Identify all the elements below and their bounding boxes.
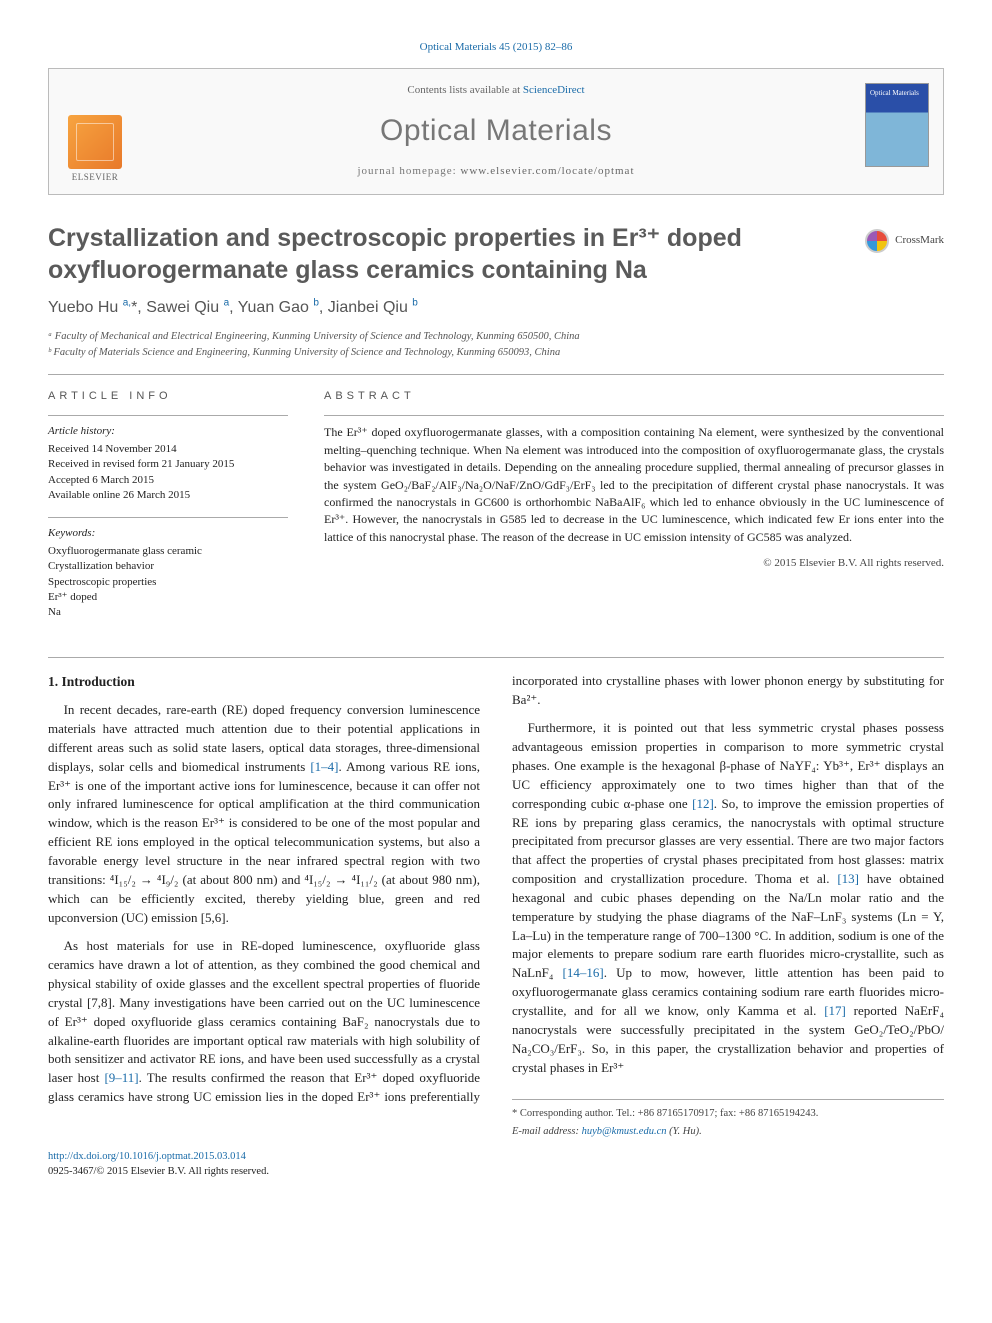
- publisher-logo: ELSEVIER: [63, 115, 127, 184]
- article-history-block: Article history: Received 14 November 20…: [48, 415, 288, 503]
- keyword: Spectroscopic properties: [48, 575, 288, 590]
- contents-available-line: Contents lists available at ScienceDirec…: [67, 83, 925, 99]
- abstract-copyright: © 2015 Elsevier B.V. All rights reserved…: [324, 556, 944, 572]
- keyword: Na: [48, 605, 288, 620]
- email-label: E-mail address:: [512, 1126, 582, 1137]
- sciencedirect-link[interactable]: ScienceDirect: [523, 84, 585, 96]
- article-info-column: ARTICLE INFO Article history: Received 1…: [48, 389, 288, 634]
- crossmark-badge[interactable]: CrossMark: [865, 229, 944, 253]
- history-line: Received in revised form 21 January 2015: [48, 457, 288, 472]
- email-link[interactable]: huyb@kmust.edu.cn: [582, 1126, 667, 1137]
- homepage-url[interactable]: www.elsevier.com/locate/optmat: [460, 165, 634, 177]
- article-info-heading: ARTICLE INFO: [48, 389, 288, 405]
- journal-name: Optical Materials: [67, 109, 925, 153]
- abstract-body: The Er³⁺ doped oxyfluorogermanate glasse…: [324, 415, 944, 546]
- abstract-column: ABSTRACT The Er³⁺ doped oxyfluorogermana…: [324, 389, 944, 634]
- article-title: Crystallization and spectroscopic proper…: [48, 223, 849, 286]
- body-paragraph: Furthermore, it is pointed out that less…: [512, 719, 944, 1077]
- history-line: Available online 26 March 2015: [48, 488, 288, 503]
- email-who: (Y. Hu).: [667, 1126, 702, 1137]
- history-line: Received 14 November 2014: [48, 442, 288, 457]
- journal-homepage-line: journal homepage: www.elsevier.com/locat…: [67, 164, 925, 180]
- journal-header-band: ELSEVIER Optical Materials Contents list…: [48, 68, 944, 195]
- crossmark-icon: [865, 229, 889, 253]
- rule: [48, 374, 944, 375]
- abstract-heading: ABSTRACT: [324, 389, 944, 405]
- cover-label: Optical Materials: [870, 88, 924, 98]
- history-line: Accepted 6 March 2015: [48, 473, 288, 488]
- corresponding-author: * Corresponding author. Tel.: +86 871651…: [512, 1106, 944, 1121]
- publisher-name: ELSEVIER: [63, 171, 127, 184]
- rule: [48, 657, 944, 658]
- keyword: Oxyfluorogermanate glass ceramic: [48, 544, 288, 559]
- keyword: Er³⁺ doped: [48, 590, 288, 605]
- contents-prefix: Contents lists available at: [407, 84, 522, 96]
- keywords-block: Keywords: Oxyfluorogermanate glass ceram…: [48, 517, 288, 620]
- doi-link[interactable]: http://dx.doi.org/10.1016/j.optmat.2015.…: [48, 1149, 269, 1164]
- affiliation: ᵃ Faculty of Mechanical and Electrical E…: [48, 329, 944, 344]
- corresponding-author-footer: * Corresponding author. Tel.: +86 871651…: [512, 1099, 944, 1138]
- section-heading: 1. Introduction: [48, 672, 480, 692]
- doi-footer: http://dx.doi.org/10.1016/j.optmat.2015.…: [48, 1149, 944, 1179]
- issn-copyright: 0925-3467/© 2015 Elsevier B.V. All right…: [48, 1164, 269, 1179]
- homepage-prefix: journal homepage:: [358, 165, 461, 177]
- elsevier-tree-icon: [68, 115, 122, 169]
- body-paragraph: In recent decades, rare-earth (RE) doped…: [48, 701, 480, 927]
- email-line: E-mail address: huyb@kmust.edu.cn (Y. Hu…: [512, 1124, 944, 1139]
- keywords-title: Keywords:: [48, 526, 288, 541]
- journal-reference: Optical Materials 45 (2015) 82–86: [48, 40, 944, 56]
- crossmark-label: CrossMark: [895, 233, 944, 249]
- affiliations: ᵃ Faculty of Mechanical and Electrical E…: [48, 329, 944, 360]
- body-columns: 1. Introduction In recent decades, rare-…: [48, 672, 944, 1139]
- journal-cover-thumbnail: Optical Materials: [865, 83, 929, 167]
- history-title: Article history:: [48, 424, 288, 439]
- keyword: Crystallization behavior: [48, 559, 288, 574]
- author-list: Yuebo Hu a,*, Sawei Qiu a, Yuan Gao b, J…: [48, 296, 944, 319]
- affiliation: ᵇ Faculty of Materials Science and Engin…: [48, 345, 944, 360]
